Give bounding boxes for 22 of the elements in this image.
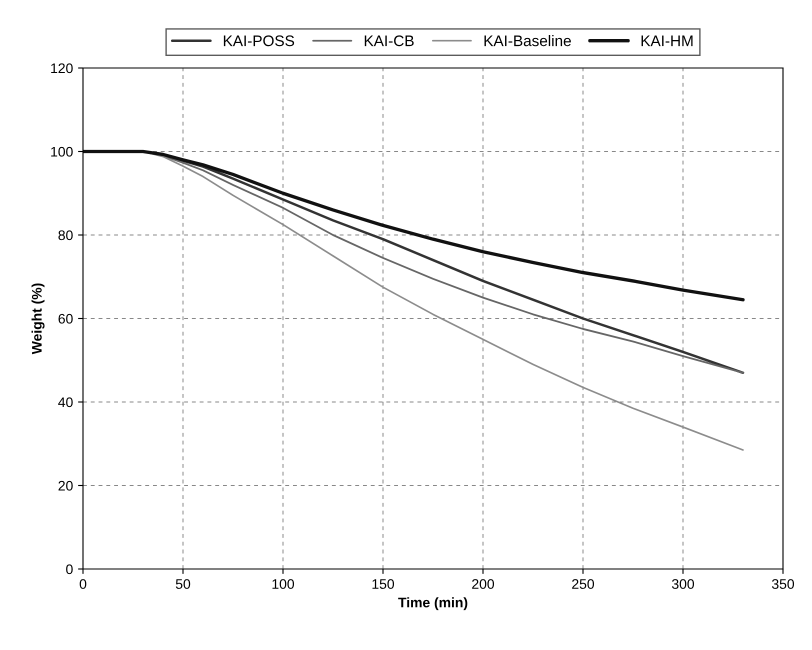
legend-label: KAI-CB xyxy=(364,35,414,46)
x-tick-label: 300 xyxy=(672,579,694,589)
x-tick-label: 250 xyxy=(572,579,594,589)
line-series xyxy=(83,150,745,302)
y-tick-label: 20 xyxy=(58,480,73,491)
x-tick-label: 150 xyxy=(372,579,394,589)
x-tick-label: 200 xyxy=(472,579,494,589)
legend-label: KAI-HM xyxy=(642,36,693,46)
x-tick-label: 100 xyxy=(272,579,294,589)
x-axis-title: Time (min) xyxy=(398,597,468,610)
y-axis-title: Weight (%) xyxy=(32,283,45,354)
x-tick-label: 0 xyxy=(80,579,86,589)
y-tick-label: 120 xyxy=(51,63,73,74)
legend-label: KAI-POSS xyxy=(224,35,294,46)
y-tick-label: 80 xyxy=(58,230,73,240)
x-tick-label: 350 xyxy=(772,579,794,589)
y-tick-label: 100 xyxy=(51,146,73,157)
y-tick-label: 60 xyxy=(58,314,73,324)
legend-label: KAI-Baseline xyxy=(484,35,571,46)
x-tick-label: 50 xyxy=(176,579,190,589)
y-tick-label: 0 xyxy=(66,564,73,574)
y-tick-label: 40 xyxy=(58,397,73,408)
